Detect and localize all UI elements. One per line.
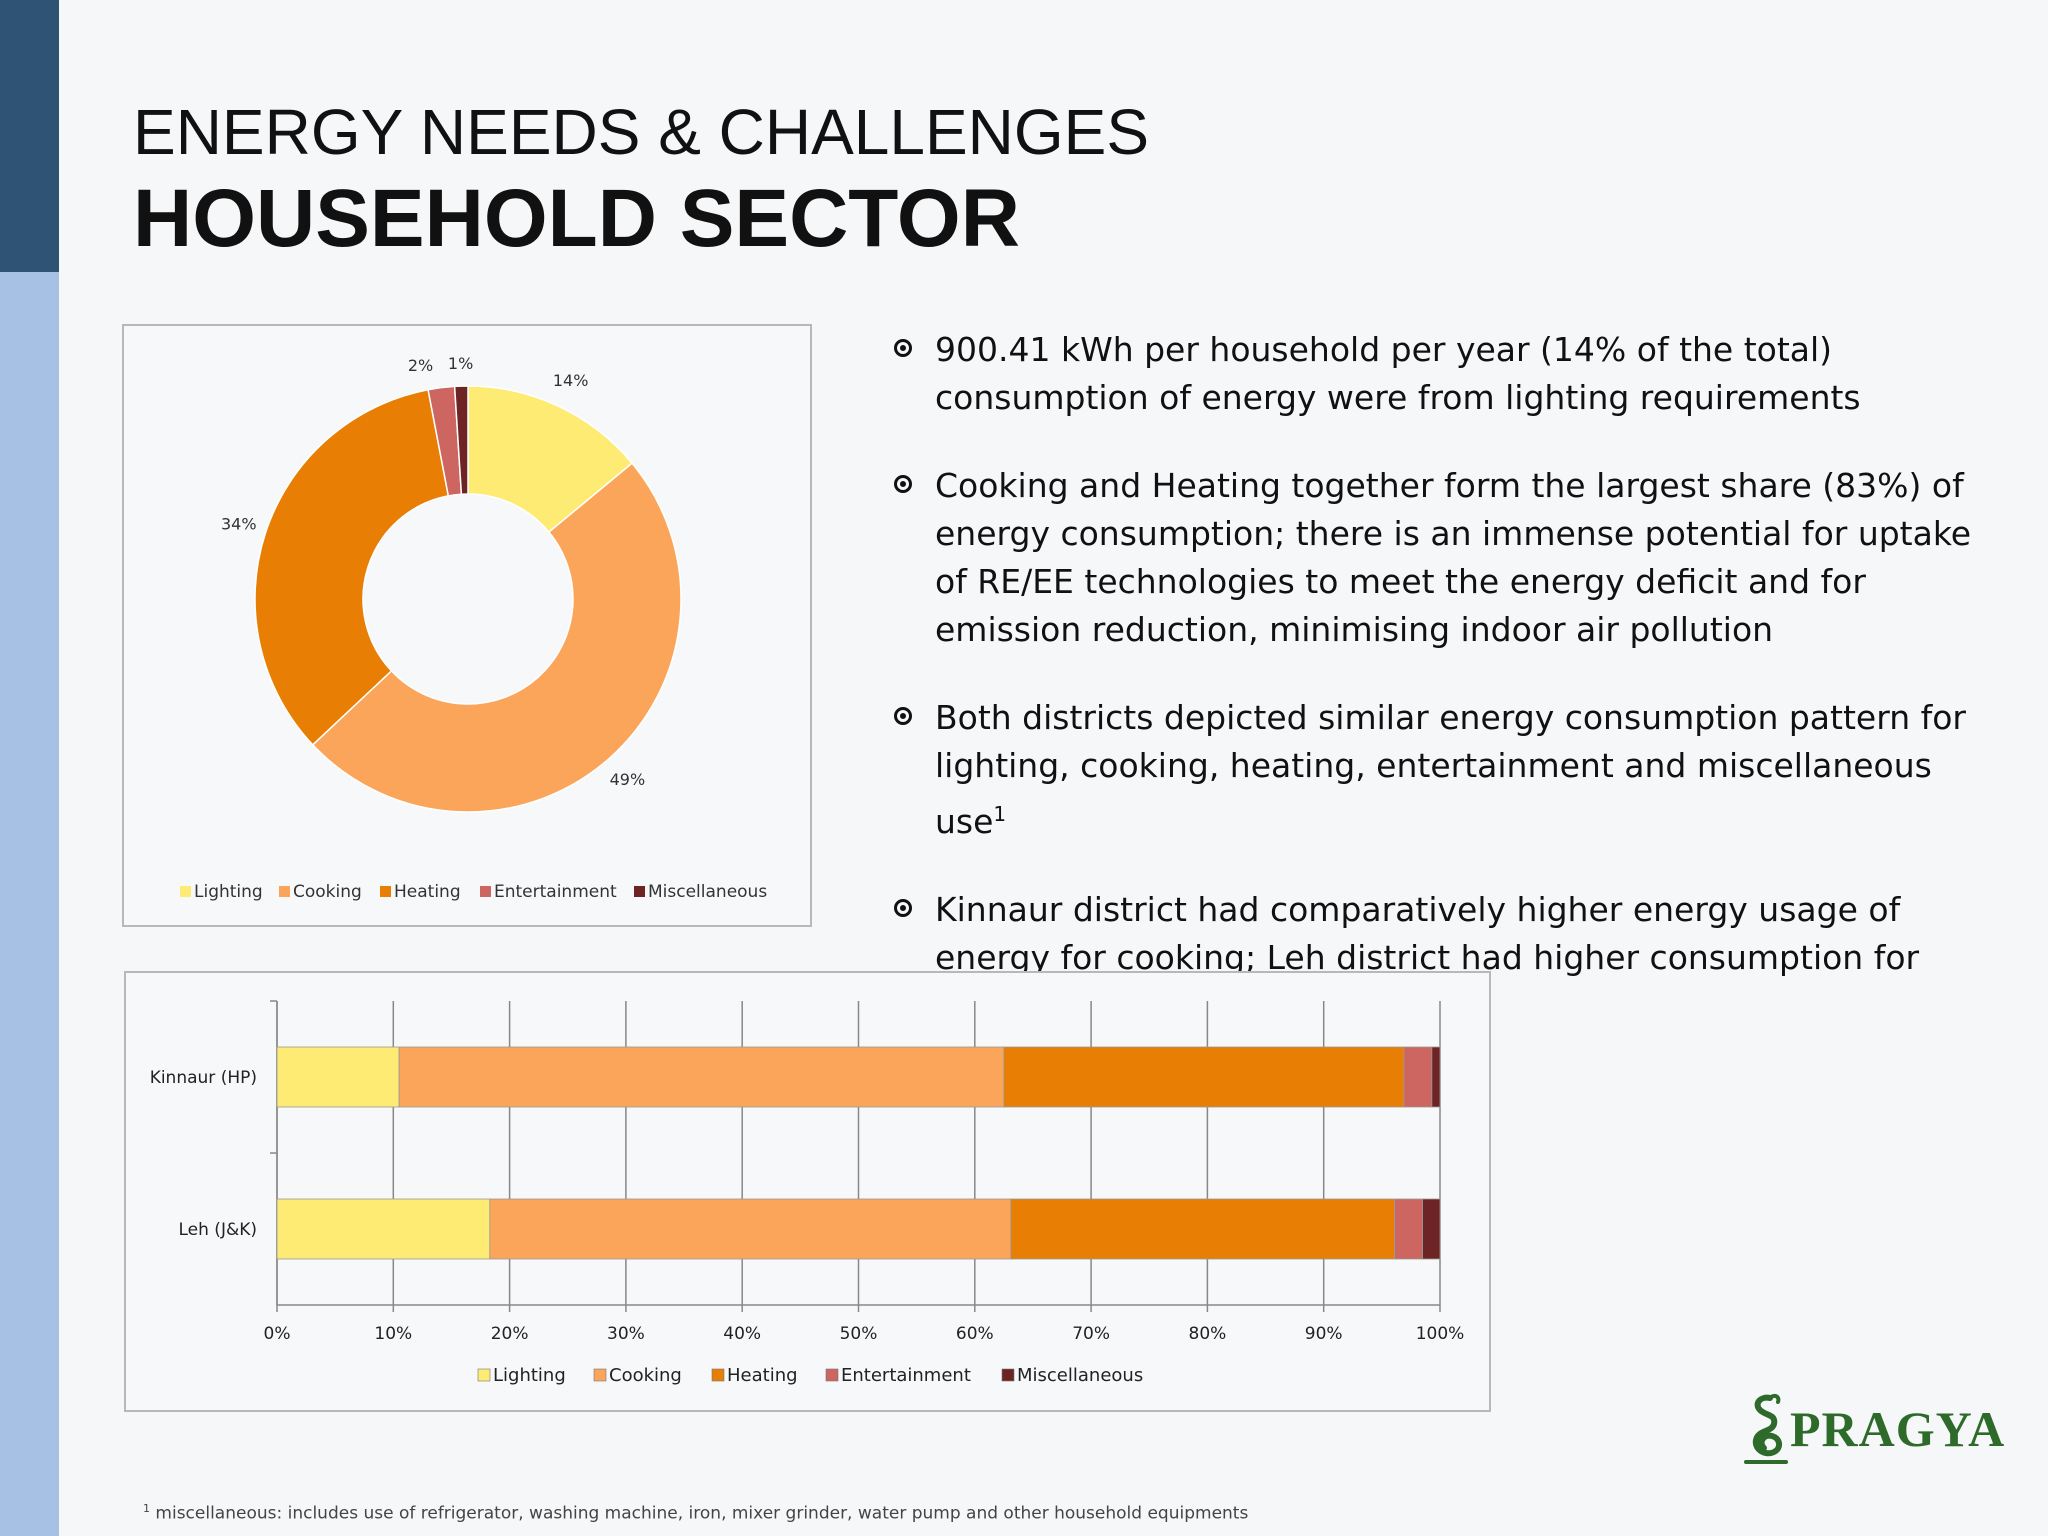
bar-segment-entertainment xyxy=(1394,1198,1423,1260)
pragya-logo: PRAGYA xyxy=(1740,1390,2004,1470)
bar-legend-label: Miscellaneous xyxy=(1017,1365,1143,1386)
donut-legend-swatch xyxy=(480,886,491,897)
bar-x-tick-label: 20% xyxy=(491,1324,529,1344)
bar-x-tick-label: 80% xyxy=(1189,1324,1227,1344)
bar-segment-heating xyxy=(1010,1198,1396,1260)
bullet-list: 900.41 kWh per household per year (14% o… xyxy=(890,326,2010,1070)
logo-text: PRAGYA xyxy=(1790,1401,2006,1457)
bar-x-tick-label: 50% xyxy=(840,1324,878,1344)
donut-legend-label: Miscellaneous xyxy=(648,882,767,902)
accent-bar-light xyxy=(0,272,59,1536)
bar-category-label: Leh (J&K) xyxy=(179,1220,258,1240)
bar-legend-swatch xyxy=(1001,1368,1015,1382)
bar-x-tick-label: 100% xyxy=(1416,1324,1465,1344)
donut-label-lighting: 14% xyxy=(553,371,589,390)
donut-label-miscellaneous: 1% xyxy=(448,354,473,373)
bar-legend-swatch xyxy=(825,1368,839,1382)
bar-segment-lighting xyxy=(276,1046,400,1108)
bullet-text: Both districts depicted similar energy c… xyxy=(935,698,1966,841)
footnote-text: miscellaneous: includes use of refrigera… xyxy=(155,1503,1249,1524)
accent-bar-dark xyxy=(0,0,59,272)
pragya-logo-icon xyxy=(1744,1393,1788,1464)
bullet-icon xyxy=(894,899,912,917)
donut-slice-cooking xyxy=(311,462,682,813)
bar-legend-label: Entertainment xyxy=(841,1365,971,1386)
bar-x-tick-label: 70% xyxy=(1072,1324,1110,1344)
bar-segment-heating xyxy=(1003,1046,1405,1108)
footnote-ref: 1 xyxy=(993,802,1007,826)
donut-slice-miscellaneous xyxy=(453,385,469,496)
donut-legend-swatch xyxy=(279,886,290,897)
bar-segment-cooking xyxy=(489,1198,1012,1260)
bar-x-tick-label: 0% xyxy=(264,1324,291,1344)
bar-x-tick-label: 40% xyxy=(723,1324,761,1344)
donut-slice-heating xyxy=(254,388,450,746)
bar-x-tick-label: 60% xyxy=(956,1324,994,1344)
bar-legend-label: Cooking xyxy=(609,1365,682,1386)
bullet-item: Kinnaur district had comparatively highe… xyxy=(890,886,2010,1030)
donut-slice-lighting xyxy=(467,385,634,534)
bar-segment-miscellaneous xyxy=(1431,1046,1441,1108)
bullet-item: Both districts depicted similar energy c… xyxy=(890,694,2010,846)
donut-legend-swatch xyxy=(634,886,645,897)
donut-legend-label: Cooking xyxy=(293,882,362,902)
bar-segment-cooking xyxy=(398,1046,1005,1108)
bar-segment-lighting xyxy=(276,1198,491,1260)
bullet-item: Cooking and Heating together form the la… xyxy=(890,462,2010,654)
slide-subtitle: HOUSEHOLD SECTOR xyxy=(133,173,1020,264)
donut-legend-label: Entertainment xyxy=(494,882,617,902)
bar-x-tick-label: 10% xyxy=(374,1324,412,1344)
bar-category-label: Kinnaur (HP) xyxy=(150,1068,257,1088)
donut-legend-swatch xyxy=(380,886,391,897)
slide-title: ENERGY NEEDS & CHALLENGES xyxy=(133,96,1150,168)
bar-segment-miscellaneous xyxy=(1422,1198,1441,1260)
footnote: 1 miscellaneous: includes use of refrige… xyxy=(143,1502,1248,1524)
bullet-icon xyxy=(894,339,912,357)
donut-legend-label: Heating xyxy=(394,882,461,902)
footnote-marker: 1 xyxy=(143,1502,150,1515)
bar-legend-swatch xyxy=(477,1368,491,1382)
bar-legend-swatch xyxy=(711,1368,725,1382)
bullet-text: Cooking and Heating together form the la… xyxy=(935,466,1972,649)
bullet-icon xyxy=(894,707,912,725)
bar-segment-entertainment xyxy=(1403,1046,1433,1108)
bar-x-tick-label: 30% xyxy=(607,1324,645,1344)
bar-legend-swatch xyxy=(593,1368,607,1382)
bullet-icon xyxy=(894,475,912,493)
donut-label-entertainment: 2% xyxy=(408,356,433,375)
donut-legend-swatch xyxy=(180,886,191,897)
donut-chart-panel: 14% 49% 34% 2% 1% Lighting Cooking Heating Enter… xyxy=(122,324,812,927)
bar-chart-panel: 0% 10% 20% 30% 40% 50% 60% 70% 80% 90% 100% Kinnaur… xyxy=(124,971,1491,1412)
donut-legend-label: Lighting xyxy=(194,882,263,902)
bar-x-tick-label: 90% xyxy=(1305,1324,1343,1344)
donut-label-heating: 34% xyxy=(221,515,257,534)
bullet-text: 900.41 kWh per household per year (14% o… xyxy=(935,330,1861,417)
donut-label-cooking: 49% xyxy=(610,770,646,789)
bar-legend-label: Heating xyxy=(727,1365,798,1386)
donut-chart: 14% 49% 34% 2% 1% Lighting Cooking Heating Enter… xyxy=(180,354,767,902)
stacked-bar-chart: 0% 10% 20% 30% 40% 50% 60% 70% 80% 90% 100% Kinnaur… xyxy=(150,1000,1465,1386)
bullet-item: 900.41 kWh per household per year (14% o… xyxy=(890,326,2010,422)
bar-legend-label: Lighting xyxy=(493,1365,566,1386)
